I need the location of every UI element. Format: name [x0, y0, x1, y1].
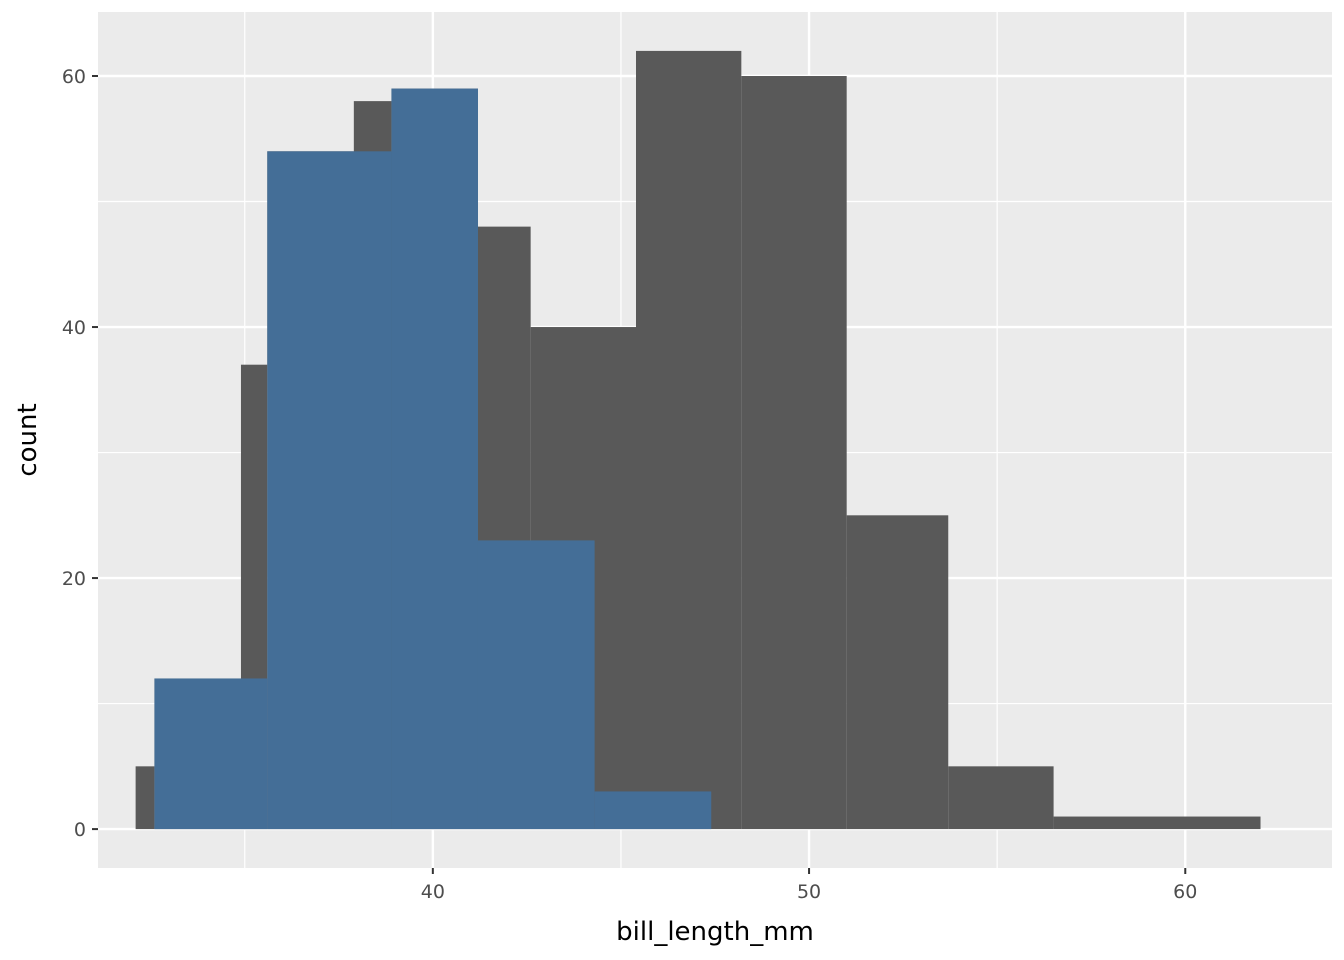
histogram-bar-series-1: [948, 766, 1054, 830]
histogram-bar-series-1: [135, 766, 155, 830]
histogram-bars: [135, 50, 1261, 830]
y-axis-tick-label: 40: [62, 317, 86, 339]
histogram-bar-series-1: [741, 76, 847, 830]
y-axis-tick-label: 0: [74, 819, 86, 841]
x-axis-tick-label: 60: [1173, 881, 1197, 903]
histogram-bar-series-2: [391, 88, 478, 830]
x-axis-tick-label: 40: [421, 881, 445, 903]
histogram-bar-series-2: [154, 678, 268, 830]
histogram-bar-series-1: [1053, 816, 1261, 830]
histogram-bar-series-2: [267, 151, 392, 830]
y-axis-tick-labels: 0 20 40 60: [62, 66, 86, 841]
y-axis-tick-label: 60: [62, 66, 86, 88]
x-axis-tick-label: 50: [797, 881, 821, 903]
axis-ticks: [92, 75, 1187, 874]
histogram-bar-series-2: [477, 540, 595, 830]
histogram-bar-series-1: [635, 50, 742, 830]
histogram-bar-series-1: [846, 515, 949, 830]
y-axis-title: count: [13, 403, 43, 476]
x-axis-title: bill_length_mm: [616, 917, 814, 947]
x-axis-tick-labels: 40 50 60: [421, 881, 1198, 903]
histogram-bar-series-2: [594, 791, 712, 830]
y-axis-tick-label: 20: [62, 568, 86, 590]
